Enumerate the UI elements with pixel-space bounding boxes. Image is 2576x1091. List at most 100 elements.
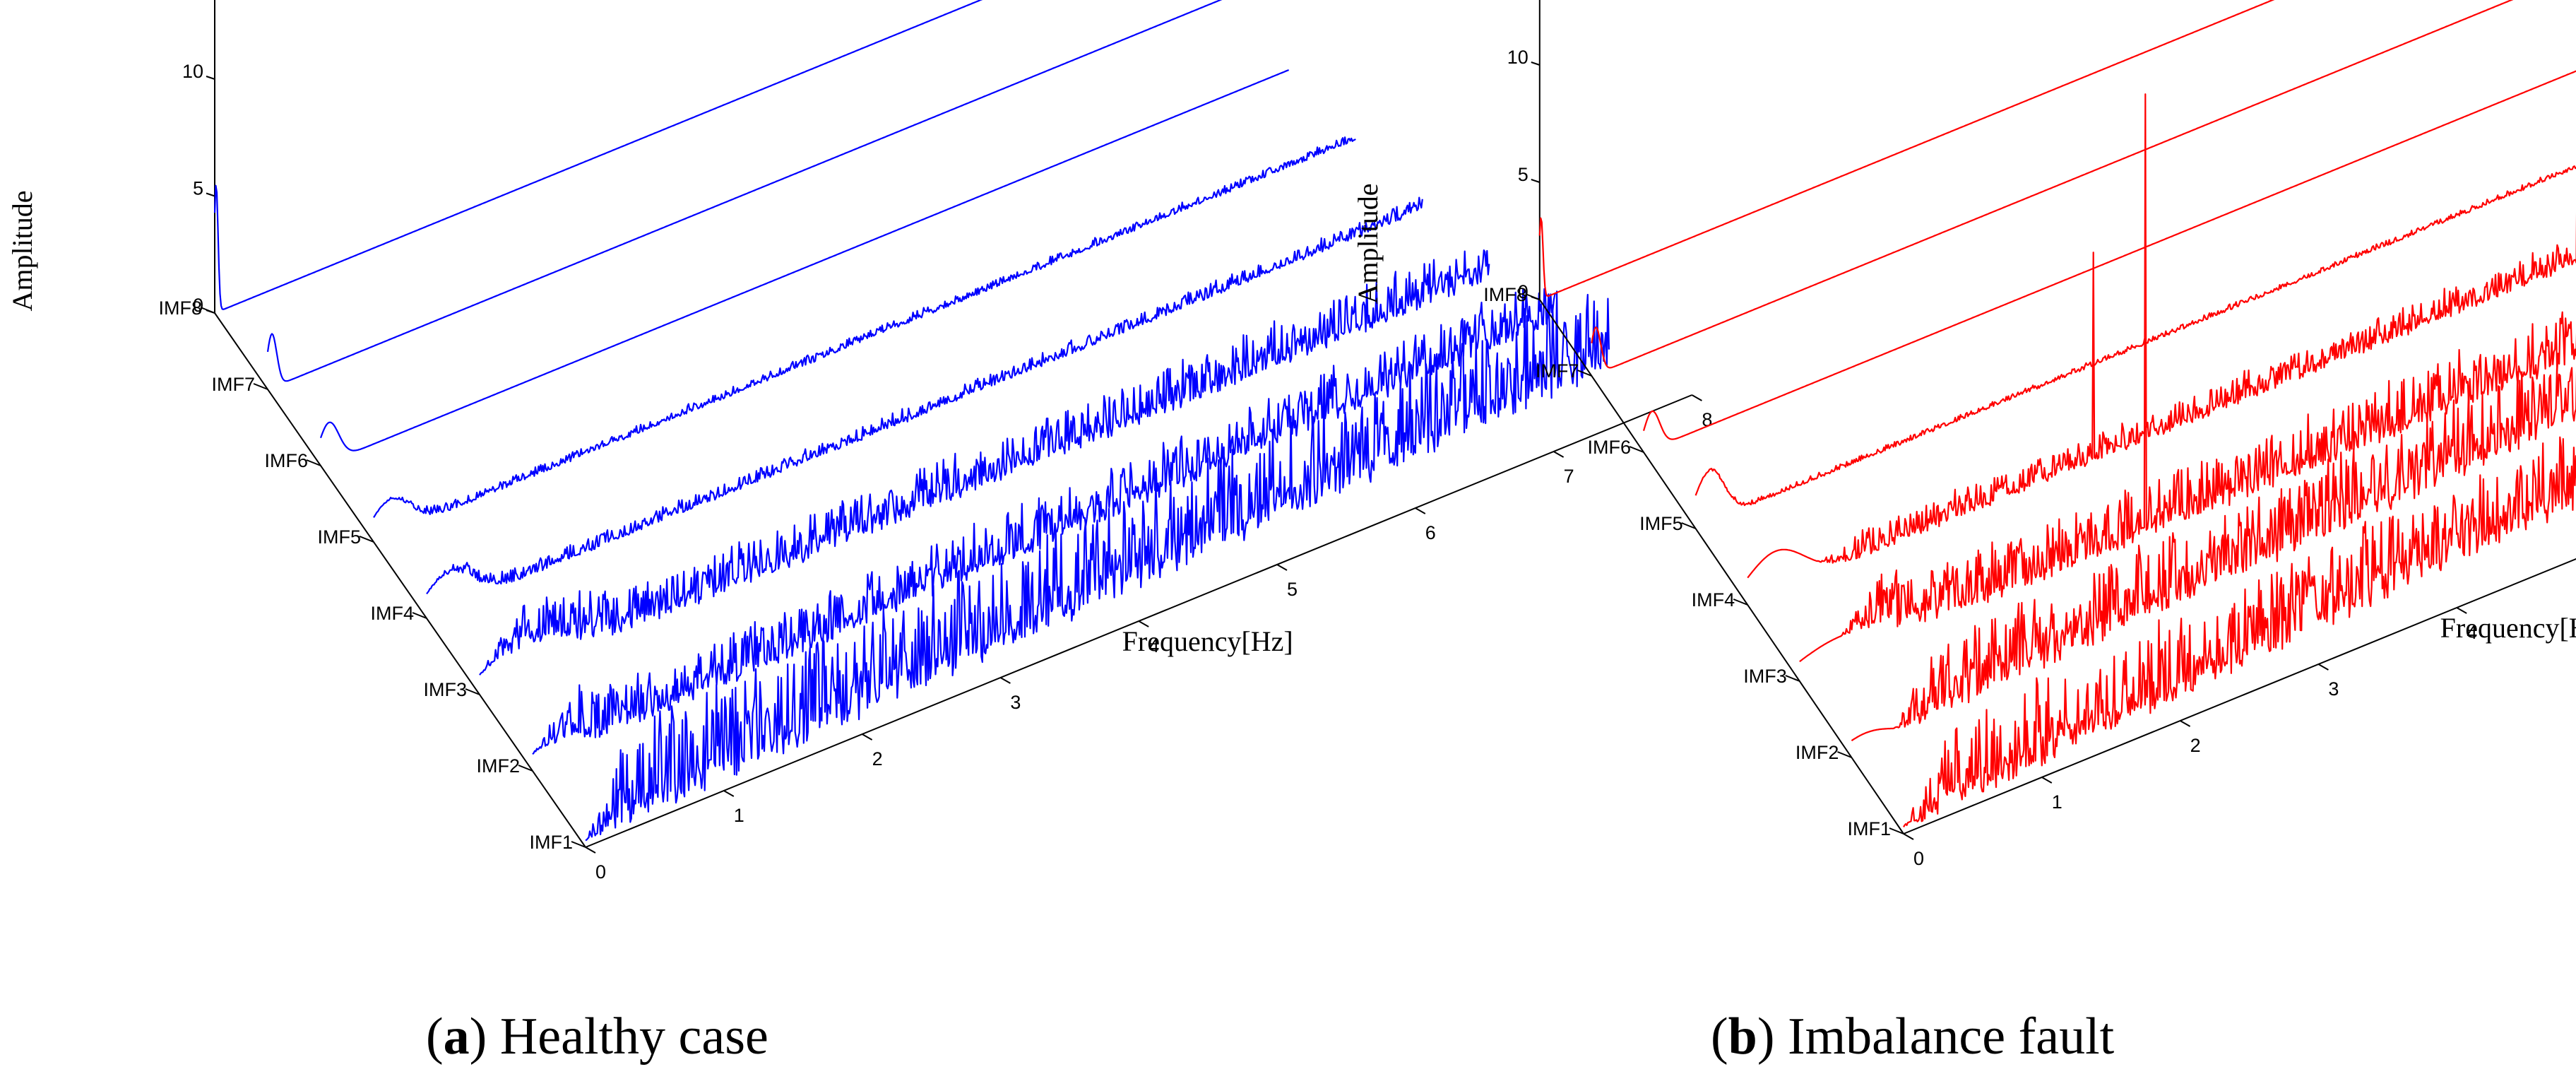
y-tick-mark (1681, 522, 1696, 529)
series-line-imf3 (479, 249, 1490, 676)
x-tick-mark (862, 733, 873, 741)
y-tick-mark (1577, 370, 1592, 377)
z-tick-label: 5 (193, 178, 203, 199)
series-line-imf7 (266, 0, 1223, 382)
y-tick-label: IMF1 (529, 832, 573, 853)
z-tick-label: 0 (1518, 281, 1529, 302)
y-tick-mark (1785, 675, 1800, 682)
x-tick-mark (999, 677, 1011, 684)
x-tick-mark (1691, 394, 1702, 401)
y-tick-mark (1733, 598, 1748, 606)
caption-b-text: Imbalance fault (1787, 1008, 2115, 1066)
y-tick-label: IMF7 (1536, 360, 1579, 382)
x-tick-label: 3 (2328, 678, 2339, 700)
series-line-imf8 (213, 0, 983, 310)
series-line-imf3 (1799, 93, 2576, 663)
series-line-imf8 (1538, 0, 2275, 297)
x-tick-mark (723, 790, 735, 797)
y-tick-mark (571, 841, 586, 848)
series-line-imf2 (1851, 367, 2576, 742)
z-axis-label: Amplitude (1352, 183, 1384, 304)
y-tick-mark (412, 612, 427, 619)
x-tick-mark (2317, 664, 2329, 671)
x-tick-mark (1276, 564, 1288, 571)
caption-a: (a) Healthy case (426, 1008, 768, 1066)
y-tick-label: IMF2 (1796, 742, 1839, 763)
x-tick-mark (2180, 720, 2191, 727)
panel-a-healthy-case: 012345678IMF1IMF2IMF3IMF4IMF5IMF6IMF7IMF… (6, 0, 1712, 883)
z-tick-mark (1531, 179, 1541, 183)
y-tick-mark (465, 688, 480, 695)
x-tick-mark (2041, 777, 2053, 784)
x-tick-label: 0 (1913, 848, 1924, 869)
series-line-imf6 (319, 69, 1290, 452)
y-tick-label: IMF2 (476, 755, 520, 777)
y-tick-mark (1889, 827, 1904, 835)
series-line-imf5 (1694, 165, 2576, 507)
y-tick-label: IMF1 (1847, 818, 1891, 839)
y-tick-label: IMF5 (1639, 513, 1683, 534)
caption-a-text: Healthy case (499, 1008, 768, 1066)
y-tick-mark (253, 383, 268, 390)
series-line-imf5 (373, 136, 1356, 519)
series-line-imf1 (1903, 436, 2576, 827)
y-tick-label: IMF4 (370, 603, 414, 624)
y-tick-label: IMF8 (158, 297, 202, 319)
z-axis-label: Amplitude (6, 190, 38, 311)
x-tick-label: 0 (595, 861, 606, 883)
z-tick-mark (206, 309, 215, 314)
y-tick-mark (306, 459, 321, 466)
series-line-imf4 (1747, 212, 2576, 579)
y-tick-mark (359, 536, 374, 543)
z-tick-label: 10 (182, 61, 203, 82)
caption-b: (b) Imbalance fault (1711, 1008, 2115, 1066)
x-tick-mark (1903, 833, 1914, 840)
x-tick-label: 4 (1148, 635, 1159, 656)
series-line-imf6 (1642, 70, 2576, 440)
panel-b-imbalance-fault: 012345678IMF1IMF2IMF3IMF4IMF5IMF6IMF7IMF… (1352, 0, 2576, 869)
x-tick-label: 3 (1010, 692, 1021, 713)
y-tick-label: IMF3 (423, 679, 467, 700)
y-tick-label: IMF5 (317, 526, 361, 548)
y-tick-mark (1837, 751, 1852, 758)
z-tick-label: 10 (1507, 47, 1529, 68)
y-tick-mark (518, 765, 533, 772)
z-tick-label: 5 (1518, 164, 1529, 185)
z-tick-mark (206, 76, 215, 80)
x-tick-label: 5 (1287, 579, 1298, 600)
caption-a-letter: a (443, 1008, 470, 1066)
y-tick-label: IMF8 (1483, 284, 1527, 305)
x-tick-mark (2456, 607, 2467, 614)
x-tick-mark (585, 847, 596, 854)
y-tick-label: IMF7 (211, 374, 255, 395)
series-line-imf2 (532, 288, 1557, 755)
series-line-imf1 (585, 290, 1610, 842)
caption-b-letter: b (1728, 1008, 1757, 1066)
y-tick-label: IMF4 (1692, 589, 1735, 611)
y-tick-label: IMF6 (1587, 437, 1631, 458)
z-tick-mark (1531, 61, 1541, 66)
x-tick-mark (1138, 620, 1149, 627)
x-tick-label: 4 (2467, 622, 2477, 643)
series-line-imf7 (1591, 0, 2514, 369)
x-tick-label: 1 (734, 805, 744, 826)
x-axis-label: Frequency[Hz] (2440, 612, 2576, 644)
x-tick-label: 7 (1564, 466, 1574, 487)
y-tick-label: IMF6 (264, 450, 308, 471)
x-tick-label: 2 (2190, 735, 2201, 756)
z-tick-mark (206, 192, 215, 197)
x-tick-mark (1553, 451, 1565, 458)
series-line-imf4 (426, 196, 1423, 595)
x-tick-label: 6 (1425, 522, 1436, 543)
x-tick-mark (1415, 507, 1426, 514)
z-tick-mark (1531, 296, 1541, 300)
z-tick-label: 0 (193, 295, 203, 316)
y-tick-label: IMF3 (1743, 666, 1787, 687)
y-axis-line (214, 312, 586, 848)
y-tick-mark (1629, 446, 1644, 453)
y-axis-line (1538, 299, 1904, 835)
x-axis-label: Frequency[Hz] (1122, 625, 1293, 657)
x-tick-label: 1 (2052, 791, 2062, 813)
x-tick-label: 2 (872, 748, 883, 769)
